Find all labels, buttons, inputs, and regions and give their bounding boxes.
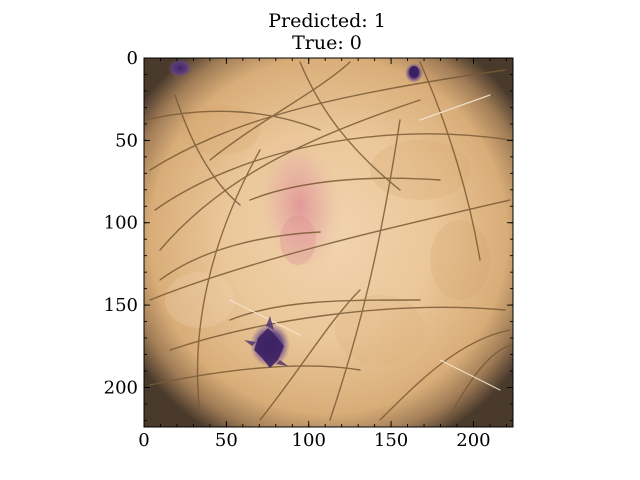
x-tick-labels: 0 50 100 150 200 bbox=[138, 430, 490, 451]
hair-strand bbox=[169, 306, 506, 351]
axes-frame bbox=[143, 57, 514, 428]
lesion-area bbox=[257, 135, 343, 275]
hair-strand bbox=[149, 365, 361, 386]
x-tick-label: 0 bbox=[138, 430, 149, 451]
x-tick-label: 50 bbox=[215, 430, 238, 451]
axis-ticks bbox=[143, 57, 513, 427]
y-tick-label: 0 bbox=[127, 48, 138, 69]
light-hair-strand bbox=[229, 299, 301, 336]
hair-strand bbox=[159, 231, 321, 281]
hair-strand bbox=[159, 99, 421, 251]
hair-strand bbox=[449, 344, 513, 416]
title-line-2: True: 0 bbox=[292, 32, 362, 54]
x-tick-label: 150 bbox=[374, 430, 408, 451]
hair-strand bbox=[379, 329, 511, 421]
title-line-1: Predicted: 1 bbox=[268, 10, 386, 32]
hair-strand bbox=[419, 61, 481, 261]
hair-strand bbox=[209, 61, 351, 161]
hair-strand bbox=[144, 110, 321, 131]
y-tick-label: 200 bbox=[104, 377, 138, 398]
hair-strand bbox=[149, 69, 506, 171]
y-tick-labels: 0 50 100 150 200 bbox=[104, 48, 138, 398]
x-tick-label: 100 bbox=[292, 430, 326, 451]
hair-strand bbox=[196, 149, 261, 416]
light-hair-strand bbox=[419, 94, 491, 121]
x-tick-label: 200 bbox=[456, 430, 490, 451]
light-hair-strand bbox=[439, 359, 501, 391]
hair-strand bbox=[329, 119, 401, 421]
hair-strand bbox=[154, 133, 511, 211]
dermoscopy-image bbox=[144, 58, 513, 427]
hair-strand bbox=[249, 177, 441, 201]
hairs bbox=[144, 61, 513, 421]
hair-strand bbox=[229, 299, 421, 321]
y-tick-label: 100 bbox=[104, 213, 138, 234]
skin-mottling bbox=[165, 105, 490, 365]
hair-strand bbox=[174, 94, 241, 206]
ink-marks bbox=[168, 59, 423, 368]
y-tick-label: 150 bbox=[104, 295, 138, 316]
hair-strand bbox=[149, 199, 511, 301]
y-tick-label: 50 bbox=[115, 130, 138, 151]
hair-strand bbox=[299, 61, 401, 191]
